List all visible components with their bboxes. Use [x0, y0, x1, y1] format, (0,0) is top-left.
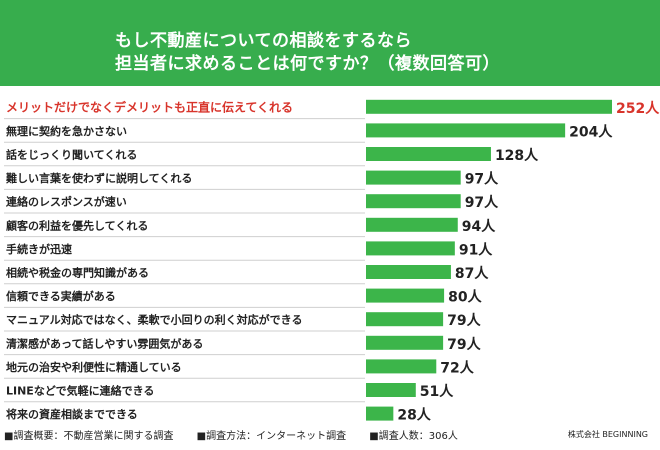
value-label: 97人	[465, 194, 499, 211]
category-label: メリットだけでなくデメリットも正直に伝えてくれる	[6, 99, 293, 114]
footer-survey-overview: ■調査概要：不動産営業に関する調査	[4, 431, 174, 442]
title-line-2: 担当者に求めることは何ですか？（複数回答可）	[115, 54, 500, 74]
value-label: 28人	[397, 407, 431, 424]
category-label: 顧客の利益を優先してくれる	[6, 218, 148, 232]
value-label: 252人	[616, 100, 660, 117]
category-label: 話をじっくり聞いてくれる	[6, 148, 137, 162]
value-label: 79人	[447, 336, 481, 353]
bar	[366, 123, 566, 138]
company-credit: 株式会社 BEGINNING	[567, 430, 648, 439]
value-label: 72人	[440, 359, 474, 376]
footer-survey-method: ■調査方法：インターネット調査	[196, 431, 347, 442]
bar	[366, 147, 491, 161]
bar	[366, 312, 444, 327]
bar	[366, 383, 416, 397]
category-label: LINEなどで気軽に連絡できる	[6, 384, 154, 398]
bar	[366, 406, 394, 421]
value-label: 97人	[465, 171, 499, 188]
bar	[366, 359, 437, 374]
title-banner: もし不動産についての相談をするなら 担当者に求めることは何ですか？（複数回答可）	[0, 0, 660, 86]
title-line-1: もし不動産についての相談をするなら	[115, 31, 412, 51]
survey-footer: ■調査概要：不動産営業に関する調査 ■調査方法：インターネット調査 ■調査人数：…	[4, 427, 478, 442]
bar	[366, 170, 461, 185]
value-label: 80人	[448, 289, 482, 306]
value-label: 204人	[569, 123, 613, 140]
footer-survey-count: ■調査人数：306人	[369, 431, 458, 442]
bar	[366, 265, 451, 279]
bar	[366, 335, 444, 350]
category-label: マニュアル対応ではなく、柔軟で小回りの利く対応ができる	[6, 313, 302, 327]
category-label: 無理に契約を急かさない	[6, 124, 127, 138]
value-label: 51人	[420, 383, 454, 400]
category-label: 将来の資産相談までできる	[6, 407, 138, 421]
category-label: 地元の治安や利便性に精通している	[6, 360, 182, 374]
bar	[366, 241, 455, 256]
bar	[366, 217, 458, 232]
category-label: 難しい言葉を使わずに説明してくれる	[6, 171, 192, 185]
bar	[366, 288, 445, 303]
category-label: 手続きが迅速	[6, 242, 72, 256]
category-label: 連絡のレスポンスが速い	[6, 195, 127, 209]
category-label: 相続や税金の専門知識がある	[6, 266, 149, 280]
value-label: 79人	[447, 312, 481, 329]
category-label: 清潔感があって話しやすい雰囲気がある	[6, 336, 203, 350]
value-label: 91人	[459, 241, 493, 258]
value-label: 87人	[455, 265, 489, 282]
value-label: 128人	[495, 147, 539, 164]
category-label: 信頼できる実績がある	[6, 289, 116, 303]
value-label: 94人	[462, 218, 496, 235]
bar	[366, 99, 612, 114]
bar	[366, 194, 461, 209]
